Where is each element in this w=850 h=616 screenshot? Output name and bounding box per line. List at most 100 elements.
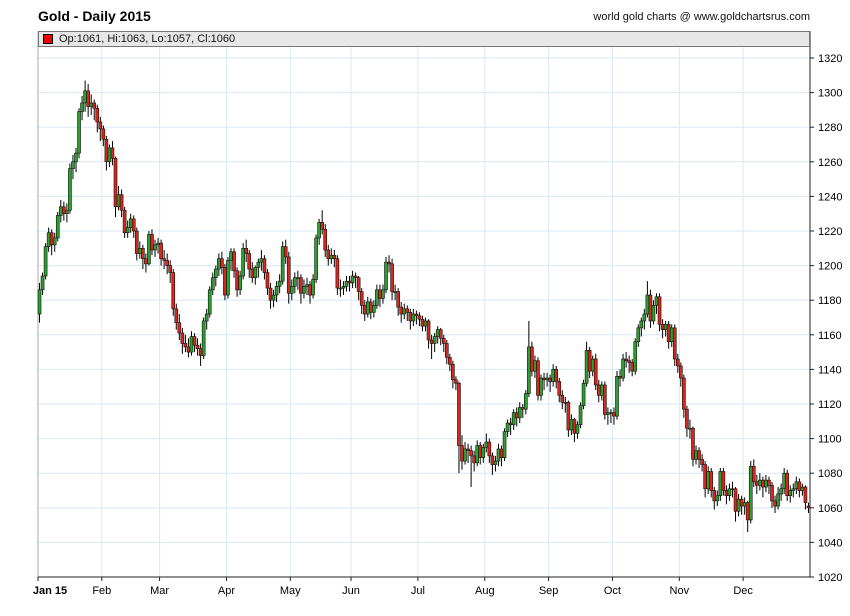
- candle-body: [615, 376, 619, 417]
- candle-body: [232, 251, 236, 272]
- candle-body: [375, 289, 379, 306]
- candle-body: [578, 405, 583, 426]
- candle-body: [58, 206, 63, 216]
- y-axis-label: 1280: [818, 122, 842, 134]
- candle-body: [496, 448, 501, 462]
- candle-body: [311, 279, 315, 296]
- candle-body: [761, 479, 765, 488]
- candle-body: [171, 272, 176, 310]
- candle-body: [244, 248, 248, 254]
- candle-body: [223, 267, 227, 296]
- candle-body: [633, 341, 638, 372]
- candle-body: [326, 249, 331, 259]
- candle-body: [101, 128, 106, 140]
- candle-body: [183, 343, 188, 348]
- candle-body: [466, 448, 470, 452]
- candle-body: [490, 455, 495, 465]
- candle-body: [256, 261, 261, 268]
- candle-body: [742, 502, 747, 507]
- candle-body: [268, 287, 273, 301]
- candle-body: [65, 209, 69, 215]
- candle-body: [247, 253, 252, 270]
- candle-body: [156, 242, 160, 246]
- candle-body: [144, 258, 148, 265]
- candle-body: [289, 286, 294, 294]
- candle-body: [745, 502, 750, 521]
- x-axis-label: Feb: [92, 585, 111, 597]
- candle-body: [372, 305, 376, 313]
- candle-body: [618, 376, 622, 379]
- candle-body: [186, 346, 191, 353]
- candle-body: [49, 232, 54, 246]
- candle-body: [320, 222, 324, 230]
- candle-body: [764, 479, 768, 488]
- candle-body: [514, 412, 519, 419]
- y-axis-label: 1180: [818, 295, 842, 307]
- x-axis-label: Mar: [150, 585, 169, 597]
- candle-body: [700, 459, 704, 465]
- candle-body: [545, 377, 549, 381]
- candle-body: [758, 479, 762, 486]
- candle-body: [52, 237, 57, 246]
- candle-body: [280, 246, 285, 282]
- candle-body: [563, 401, 568, 404]
- candle-body: [308, 284, 312, 296]
- candle-body: [679, 365, 683, 379]
- x-axis-label: Sep: [539, 585, 559, 597]
- candle-body: [426, 320, 431, 341]
- candle-body: [524, 393, 528, 410]
- x-axis-label: Nov: [670, 585, 690, 597]
- candle-body: [274, 286, 279, 296]
- candle-body: [405, 308, 410, 313]
- candle-body: [92, 102, 97, 109]
- candle-body: [174, 308, 179, 323]
- candle-body: [95, 107, 100, 123]
- candle-body: [475, 445, 479, 464]
- candle-body: [682, 377, 686, 410]
- candle-body: [122, 209, 127, 234]
- candle-body: [469, 450, 473, 457]
- candle-body: [748, 465, 753, 521]
- candle-body: [204, 313, 209, 322]
- candle-body: [329, 254, 334, 259]
- candle-body: [472, 455, 476, 464]
- candle-body: [639, 320, 644, 329]
- candle-body: [703, 464, 707, 490]
- candle-body: [642, 313, 647, 322]
- candle-body: [648, 294, 653, 322]
- candle-body: [262, 258, 267, 273]
- candle-body: [265, 272, 270, 289]
- x-axis-label: Jul: [411, 585, 425, 597]
- candle-body: [709, 471, 714, 491]
- candle-body: [241, 248, 245, 277]
- candle-body: [675, 358, 680, 367]
- candle-body: [299, 277, 303, 294]
- y-axis-label: 1300: [818, 88, 842, 100]
- candle-body: [83, 90, 87, 104]
- candle-body: [317, 222, 321, 239]
- y-axis-label: 1080: [818, 468, 842, 480]
- candle-body: [560, 395, 565, 403]
- candle-body: [517, 407, 522, 419]
- candle-body: [89, 102, 93, 107]
- candle-body: [609, 412, 613, 414]
- candle-body: [493, 460, 498, 465]
- y-axis-label: 1320: [818, 53, 842, 65]
- candle-body: [694, 450, 698, 460]
- candle-body: [715, 495, 720, 502]
- candle-body: [134, 230, 139, 254]
- candle-body: [414, 313, 419, 317]
- candle-body: [590, 358, 595, 372]
- candle-body: [217, 258, 221, 270]
- candle-body: [438, 329, 443, 339]
- candle-body: [387, 261, 391, 265]
- candle-body: [341, 286, 346, 289]
- candle-body: [286, 256, 291, 294]
- candle-body: [669, 327, 674, 343]
- candle-body: [539, 377, 543, 396]
- candle-body: [718, 471, 723, 496]
- y-axis-label: 1040: [818, 537, 842, 549]
- candle-body: [706, 471, 710, 490]
- candle-body: [113, 158, 118, 208]
